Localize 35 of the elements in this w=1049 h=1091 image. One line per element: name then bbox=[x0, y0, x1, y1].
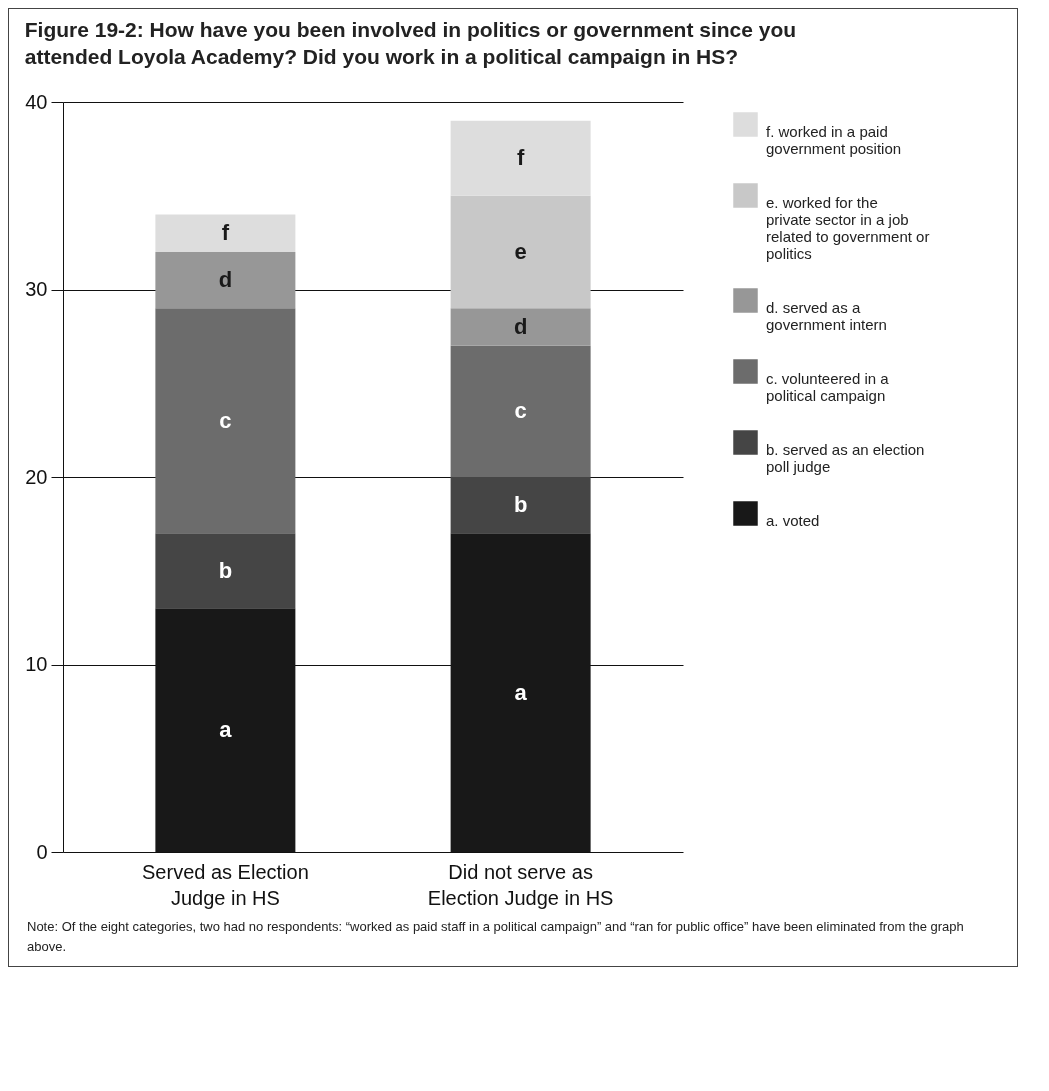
legend-label: c. volunteered in a political campaign bbox=[766, 369, 890, 404]
legend-label: d. served as a government intern bbox=[766, 298, 887, 333]
data-label: b bbox=[218, 557, 233, 583]
data-label: d bbox=[218, 267, 233, 293]
data-label: c bbox=[514, 398, 527, 424]
bar bbox=[450, 477, 591, 534]
data-label: b bbox=[513, 492, 528, 518]
legend-label: b. served as an election poll judge bbox=[766, 440, 925, 475]
y-tick-label: 10 bbox=[25, 653, 48, 675]
y-tick-label: 40 bbox=[25, 90, 48, 113]
y-tick-label: 30 bbox=[25, 278, 48, 300]
data-label: a bbox=[219, 717, 233, 743]
data-label: e bbox=[514, 239, 527, 264]
data-label: f bbox=[516, 145, 525, 171]
x-tick-label: Did not serve as Election Judge in HS bbox=[427, 860, 614, 909]
bar bbox=[155, 252, 296, 309]
bar bbox=[450, 195, 591, 309]
y-tick-label: 20 bbox=[25, 465, 48, 488]
data-label: a bbox=[514, 679, 528, 705]
data-label: f bbox=[221, 220, 230, 246]
bar bbox=[450, 120, 591, 196]
x-tick-label: Served as Election Judge in HS bbox=[142, 860, 309, 909]
legend-label: f. worked in a paid government position bbox=[766, 122, 902, 157]
bar bbox=[450, 345, 591, 477]
bar bbox=[450, 308, 591, 346]
bar bbox=[155, 533, 296, 609]
data-label: d bbox=[513, 314, 528, 339]
legend-label: a. voted bbox=[766, 511, 820, 529]
chart-title: Figure 19-2: How have you been involved in politics or government since you attended Loyola Academy? Did you work in a political campaign in HS? bbox=[24, 18, 797, 68]
y-tick-label: 0 bbox=[36, 840, 48, 863]
bar bbox=[155, 214, 296, 252]
text: Note: Of the eight categories, two had no respondents: “worked as paid staff in a political campaign” and “ran for public office” have been eliminated from the graph above. bbox=[27, 918, 965, 956]
legend-label: e. worked for the private sector in a job related to government or politics bbox=[766, 193, 930, 262]
data-label: c bbox=[219, 407, 232, 433]
bar bbox=[155, 308, 296, 534]
